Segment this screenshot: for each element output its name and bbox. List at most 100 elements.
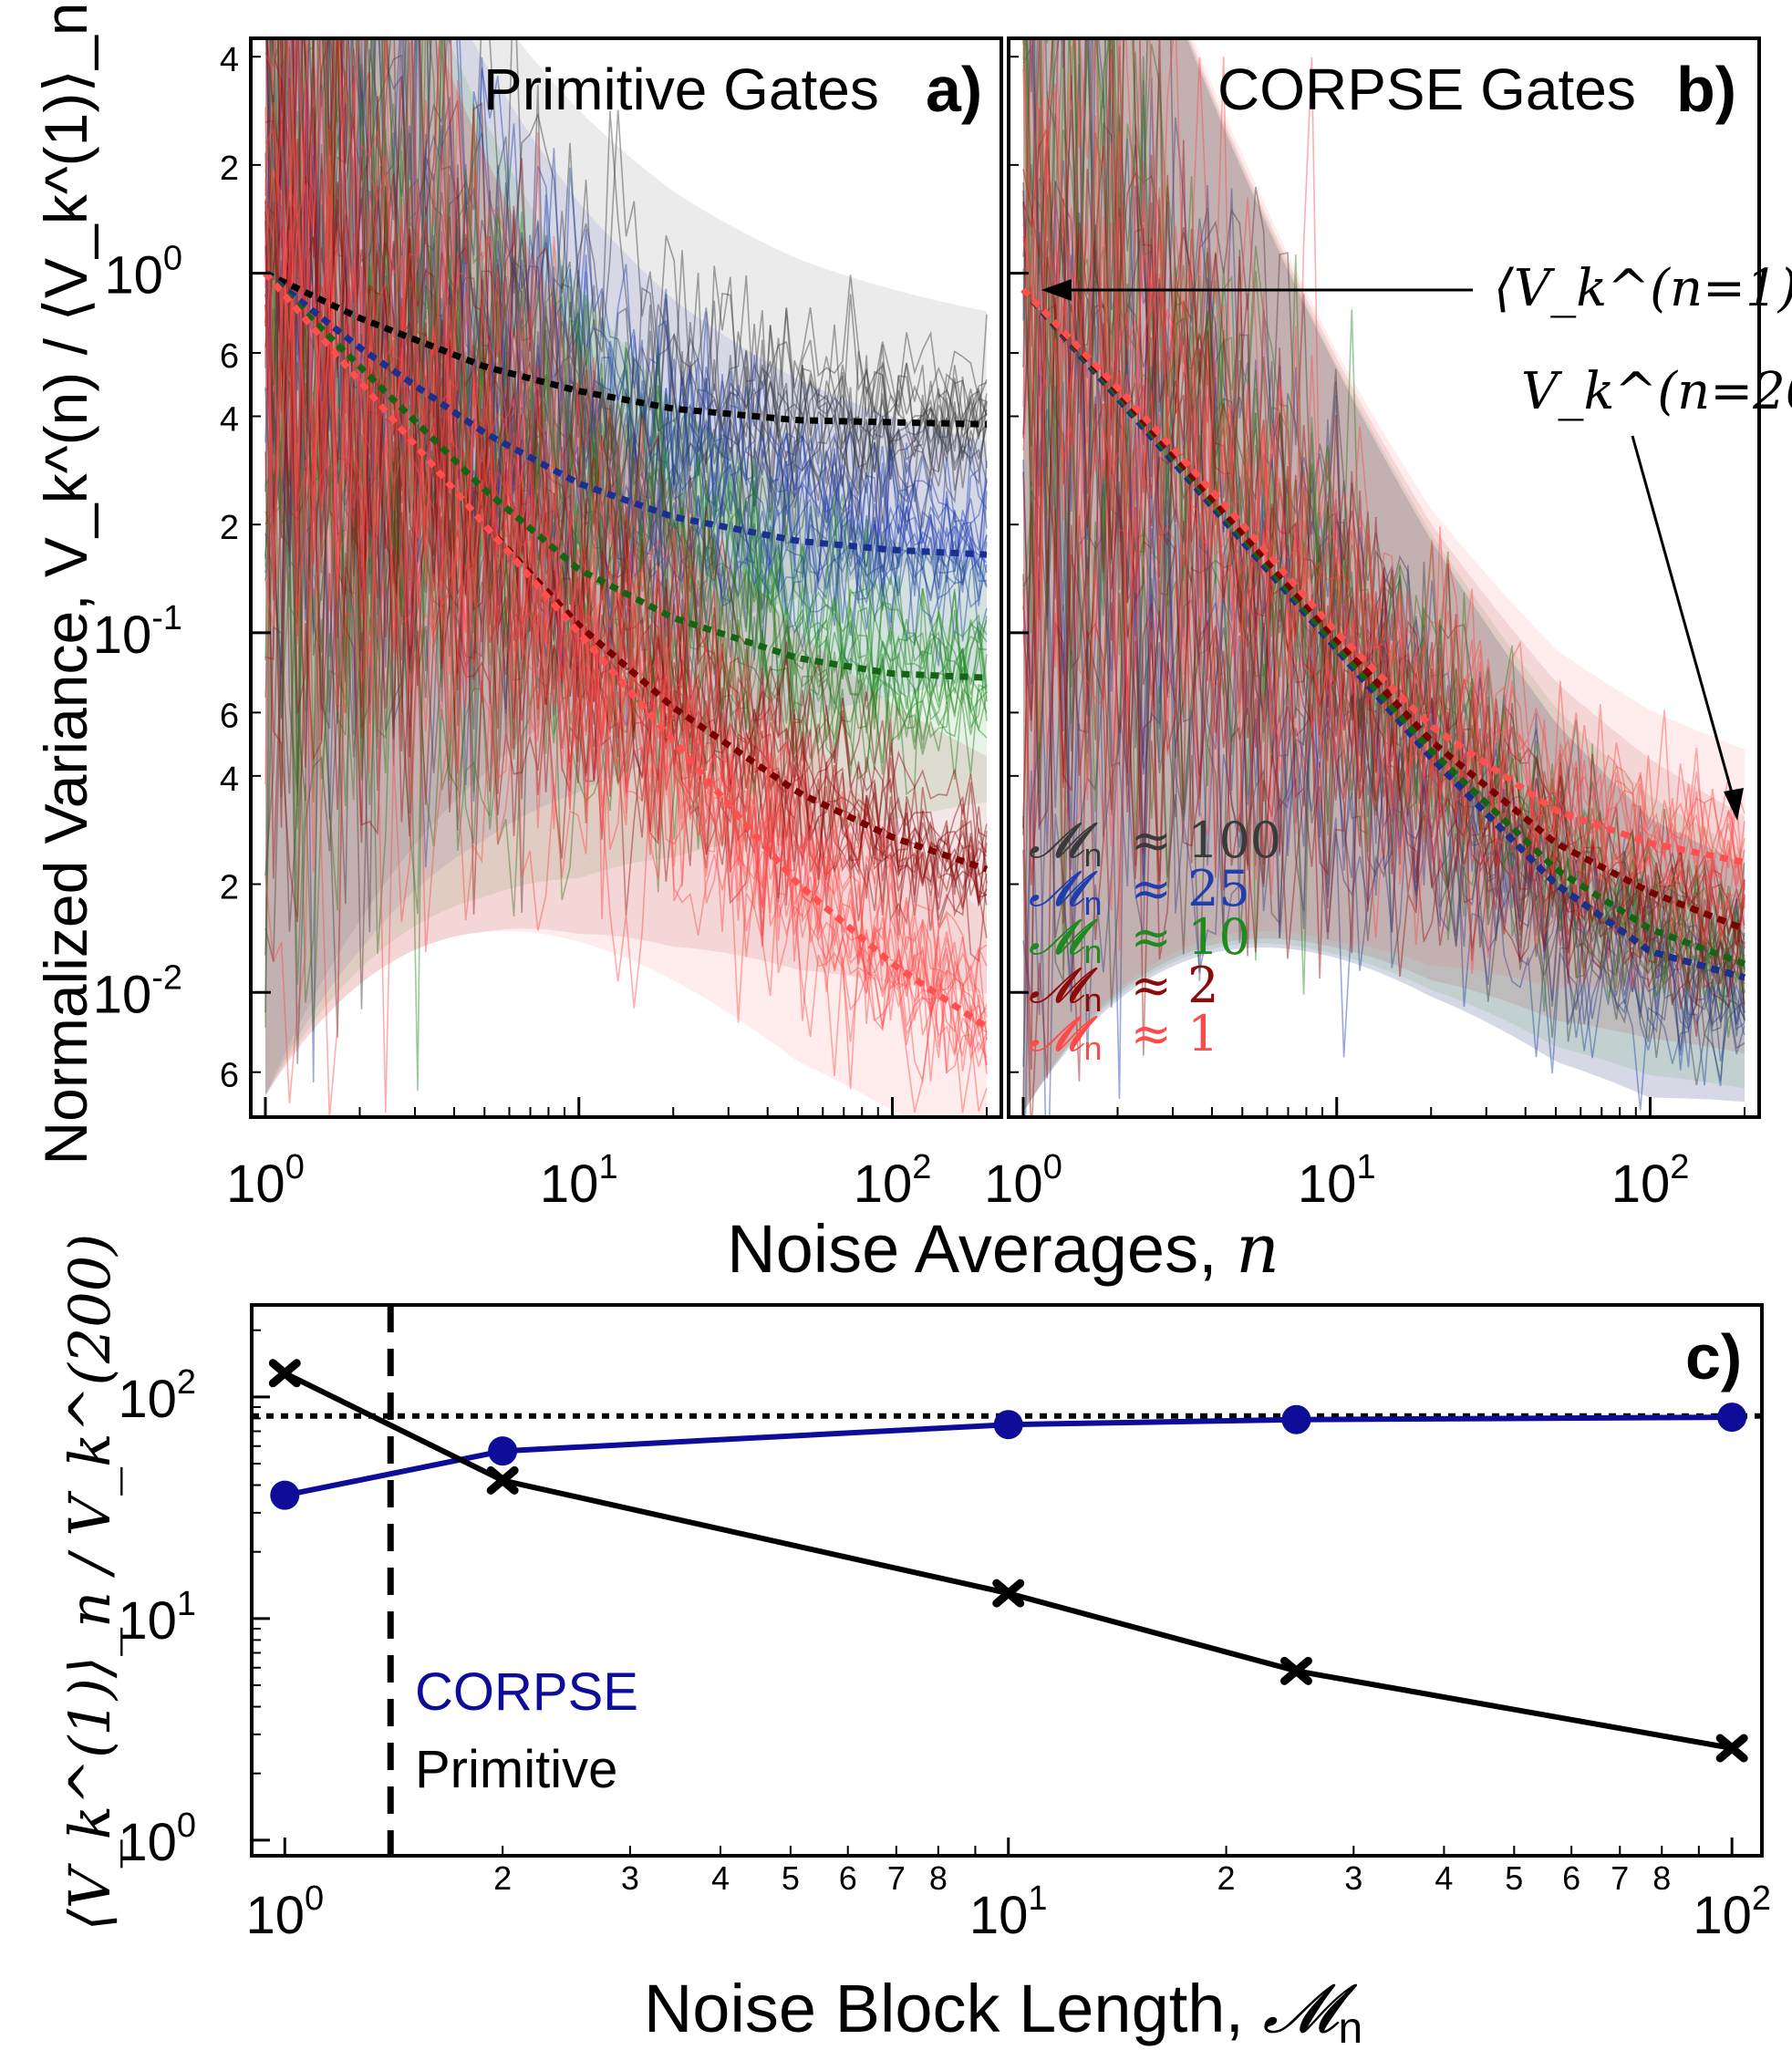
mean-line-b-4 [1020,287,1745,866]
trace-a-0-5 [264,38,988,703]
trace-a-1-7 [264,38,988,688]
trace-a-3-1 [264,451,988,963]
annotation-n1-text: ⟨V_k^(n=1)⟩_n [1494,259,1792,318]
y-tick-label-a-5: 2 [220,509,239,547]
trace-a-4-14 [264,38,988,1066]
point-primitive-0 [268,1359,301,1388]
mean-line-a-4 [263,271,989,1030]
trace-b-4-0 [1022,38,1745,898]
c-x-minor-label-6: 8 [929,1859,948,1897]
trace-a-4-0 [264,186,988,1113]
annotation-n1: ⟨V_k^(n=1)⟩_n [1041,259,1792,318]
trace-a-3-10 [264,212,988,915]
trace-a-2-0 [264,38,988,807]
mean-line-a-0 [264,270,988,428]
trace-b-4-8 [1030,38,1745,875]
trace-b-1-5 [1022,38,1745,1026]
c-x-minor-label-9: 4 [1435,1859,1453,1897]
legend-corpse: CORPSE [415,1662,638,1722]
panel-b-mean-lines [1020,287,1746,981]
trace-a-3-0 [265,38,988,939]
trace-b-4-9 [1022,97,1745,958]
panel-b-title: CORPSE Gates [1217,57,1636,122]
trace-a-1-15 [264,48,988,735]
envelope-a-2 [265,38,987,1096]
trace-a-1-13 [265,38,988,637]
trace-a-3-2 [264,79,988,916]
trace-b-1-9 [1022,38,1745,1068]
trace-b-1-2 [1024,417,1745,1117]
trace-b-3-7 [1022,466,1745,1082]
envelope-b-2 [1023,38,1745,1113]
c-x-minor-label-7: 2 [1217,1859,1236,1897]
trace-a-4-13 [264,400,988,1117]
trace-b-1-0 [1022,381,1745,1071]
panel-b-trace-bundles [1022,38,1745,1117]
trace-a-3-9 [264,38,988,875]
legend-primitive: Primitive [415,1740,617,1799]
trace-a-2-15 [279,38,988,740]
trace-b-3-0 [1022,202,1745,981]
trace-b-2-4 [1022,292,1745,1012]
trace-b-0-7 [1022,462,1745,1108]
y-axis-label-bottom: ⟨V_k^(1)⟩_n / V_k^(200) [57,1234,123,1931]
x-tick-label-a-0: 100 [226,1148,305,1214]
trace-b-2-6 [1026,38,1745,975]
trace-a-2-12 [264,391,988,1031]
trace-a-0-0 [264,77,988,723]
x-tick-label-a-1: 101 [540,1148,618,1214]
trace-a-0-6 [264,192,988,813]
c-x-tick-0: 100 [245,1879,324,1945]
trace-a-3-5 [264,38,988,885]
trace-a-2-10 [270,38,988,743]
trace-a-4-7 [264,38,988,1084]
trace-b-3-6 [1022,129,1745,977]
c-x-minor-label-5: 7 [887,1859,906,1897]
trace-a-1-9 [264,155,988,716]
trace-a-3-3 [264,38,988,906]
trace-a-0-2 [264,38,988,711]
trace-a-2-7 [264,357,988,1092]
legend-item-2: 𝓜n ≈ 10 [1029,908,1250,970]
c-x-tick-1: 101 [969,1879,1048,1945]
trace-a-2-9 [264,110,988,802]
mean-line-a-1 [263,270,988,558]
envelope-b-0 [1023,38,1745,1113]
trace-b-0-2 [1022,38,1745,1020]
legend-item-0: 𝓜n ≈ 100 [1029,812,1281,874]
trace-a-1-4 [264,206,988,1083]
trace-a-2-8 [264,206,988,807]
trace-b-4-7 [1022,38,1745,885]
c-x-minor-label-0: 2 [493,1859,512,1897]
trace-b-4-5 [1022,54,1745,933]
point-corpse-0 [270,1480,300,1510]
x-axis-label-top: Noise Averages, n [727,1210,1279,1289]
y-tick-label-a-11: 6 [220,1057,239,1095]
point-primitive-4 [1715,1734,1748,1763]
trace-a-3-8 [343,38,988,838]
trace-a-2-13 [264,285,988,915]
y-tick-label-a-3: 6 [220,337,239,376]
trace-a-0-15 [280,38,988,473]
y-tick-label-a-8: 4 [220,761,239,799]
annotation-n200: V_k^(n=200) [1521,362,1792,821]
trace-b-2-1 [1023,38,1745,994]
trace-a-0-14 [264,181,988,734]
trace-a-4-9 [264,38,988,1048]
panel-c-label: c) [1685,1321,1742,1393]
trace-b-4-2 [1022,38,1745,918]
panel-a-ticks: 100 101 102 4 2 100 6 4 2 10-1 6 4 2 10-2 6 [93,41,988,1214]
x-axis-label-bottom: Noise Block Length, 𝓜n [644,1970,1362,2050]
envelope-a-1 [265,38,987,1096]
trace-a-1-0 [276,38,988,564]
trace-a-4-12 [278,38,988,1047]
point-primitive-2 [992,1579,1025,1608]
legend-item-1: 𝓜n ≈ 25 [1029,860,1250,922]
panel-c-plot [252,1305,1762,1856]
c-x-minor-label-12: 7 [1611,1859,1629,1897]
trace-b-4-6 [1022,90,1745,919]
y-axis-label-top: Normalized Variance, V_k^(n) / ⟨V_k^(1)⟩… [32,2,99,1165]
trace-a-4-2 [267,38,988,1033]
trace-a-3-12 [272,38,988,908]
